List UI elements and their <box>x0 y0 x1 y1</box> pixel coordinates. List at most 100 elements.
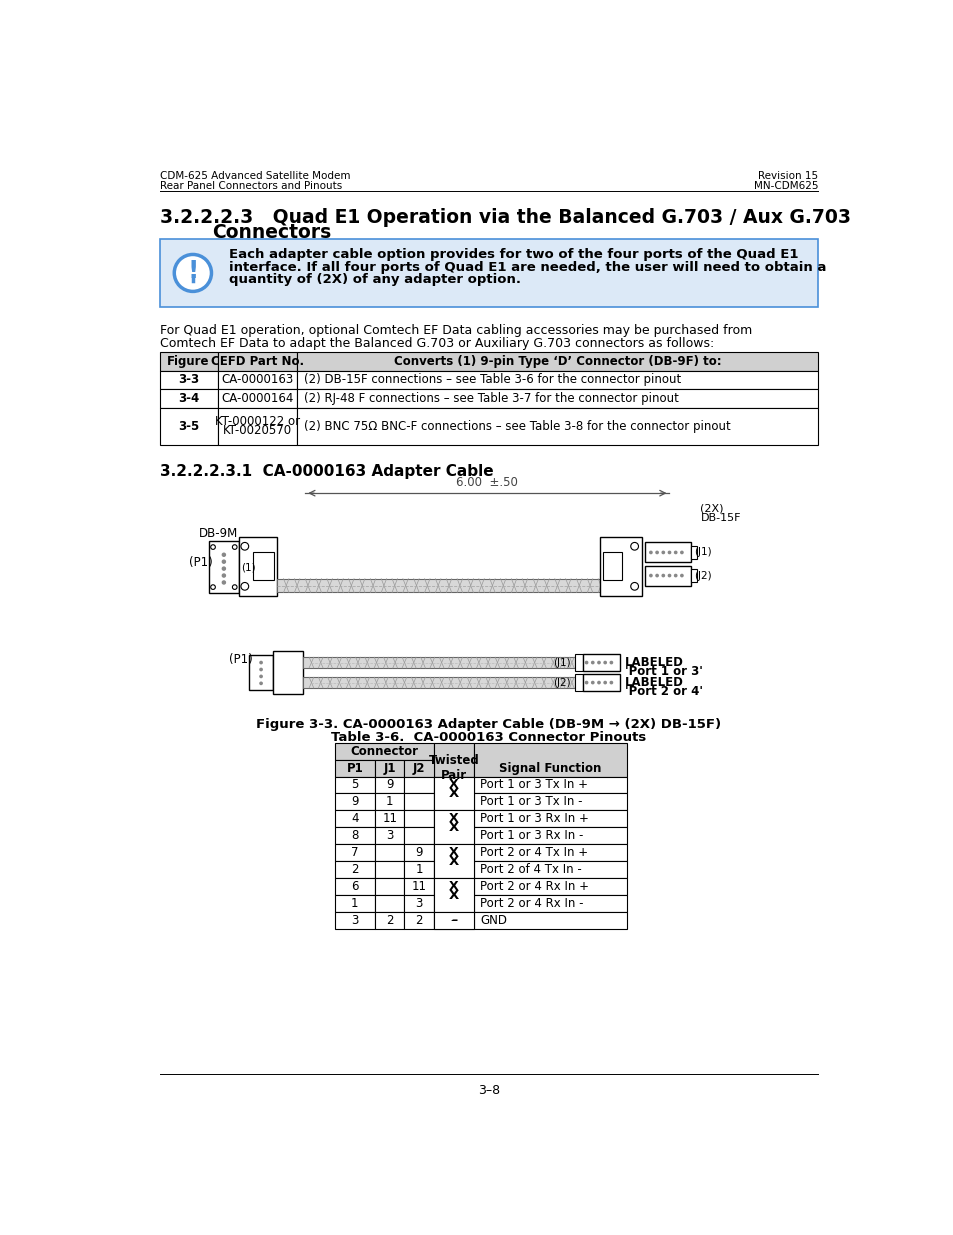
Bar <box>644 566 691 585</box>
Bar <box>303 677 576 688</box>
Bar <box>335 760 375 777</box>
Bar <box>335 793 375 810</box>
Bar <box>404 861 434 878</box>
Circle shape <box>591 662 594 663</box>
Circle shape <box>661 551 664 553</box>
Circle shape <box>233 585 236 589</box>
Circle shape <box>259 662 262 663</box>
Text: (2) DB-15F connections – see Table 3-6 for the connector pinout: (2) DB-15F connections – see Table 3-6 f… <box>303 373 680 387</box>
Circle shape <box>656 574 658 577</box>
Text: (2) RJ-48 F connections – see Table 3-7 for the connector pinout: (2) RJ-48 F connections – see Table 3-7 … <box>303 391 678 405</box>
Text: 9: 9 <box>415 846 422 860</box>
Text: –: – <box>451 914 456 927</box>
Circle shape <box>591 682 594 684</box>
Bar <box>335 827 375 845</box>
Bar <box>434 845 474 861</box>
Circle shape <box>603 662 606 663</box>
Bar <box>434 777 474 810</box>
Text: (J1): (J1) <box>694 547 711 557</box>
Bar <box>404 827 434 845</box>
Circle shape <box>222 580 225 584</box>
Circle shape <box>211 585 215 589</box>
Bar <box>691 546 697 559</box>
Bar <box>335 895 375 911</box>
Circle shape <box>241 542 249 550</box>
Text: 5: 5 <box>351 778 358 792</box>
Bar <box>404 810 434 827</box>
Bar <box>404 793 434 810</box>
Bar <box>375 827 404 845</box>
Bar <box>303 657 576 668</box>
Bar <box>599 537 641 595</box>
Bar <box>159 352 217 370</box>
Bar <box>434 742 474 777</box>
Circle shape <box>603 682 606 684</box>
Text: 3.2.2.2.3   Quad E1 Operation via the Balanced G.703 / Aux G.703: 3.2.2.2.3 Quad E1 Operation via the Bala… <box>159 209 850 227</box>
Bar <box>297 352 818 370</box>
Bar <box>375 911 404 929</box>
Text: Port 2 or 4 Tx In +: Port 2 or 4 Tx In + <box>480 846 588 860</box>
Bar <box>644 542 691 562</box>
Text: (2X): (2X) <box>700 504 723 514</box>
Text: GND: GND <box>480 914 507 927</box>
Bar <box>474 777 626 793</box>
Text: DB-9M: DB-9M <box>199 527 238 540</box>
Bar <box>434 861 474 878</box>
Bar <box>249 655 274 690</box>
Text: 9: 9 <box>351 795 358 809</box>
Bar <box>404 911 434 929</box>
Text: Port 1 or 3 Rx In +: Port 1 or 3 Rx In + <box>480 813 589 825</box>
Circle shape <box>585 682 587 684</box>
Circle shape <box>649 551 652 553</box>
Bar <box>404 845 434 861</box>
Bar <box>434 810 474 827</box>
Bar <box>238 537 277 595</box>
Bar <box>404 777 434 793</box>
Text: Connector: Connector <box>350 745 417 757</box>
Text: 3-4: 3-4 <box>178 391 199 405</box>
Bar <box>297 408 818 445</box>
Bar <box>474 895 626 911</box>
Text: For Quad E1 operation, optional Comtech EF Data cabling accessories may be purch: For Quad E1 operation, optional Comtech … <box>159 324 751 337</box>
Bar <box>434 878 474 911</box>
Text: 3: 3 <box>386 830 393 842</box>
Text: Twisted
Pair: Twisted Pair <box>428 755 479 782</box>
Text: (P1): (P1) <box>189 556 213 569</box>
Text: X: X <box>449 855 458 868</box>
Text: 8: 8 <box>351 830 358 842</box>
Text: Port 2 or 4 Rx In +: Port 2 or 4 Rx In + <box>480 881 589 893</box>
Circle shape <box>674 574 676 577</box>
Text: Converts (1) 9-pin Type ‘D’ Connector (DB-9F) to:: Converts (1) 9-pin Type ‘D’ Connector (D… <box>394 354 721 368</box>
Text: (J2): (J2) <box>694 571 711 580</box>
Circle shape <box>674 551 676 553</box>
Circle shape <box>174 254 212 291</box>
Bar <box>375 878 404 895</box>
Bar <box>159 408 217 445</box>
Text: CDM-625 Advanced Satellite Modem: CDM-625 Advanced Satellite Modem <box>159 172 350 182</box>
Circle shape <box>222 561 225 563</box>
Text: Figure 3-3. CA-0000163 Adapter Cable (DB-9M → (2X) DB-15F): Figure 3-3. CA-0000163 Adapter Cable (DB… <box>256 718 720 731</box>
Text: X: X <box>449 889 458 902</box>
Text: 6: 6 <box>351 881 358 893</box>
Text: LABELED: LABELED <box>624 676 682 689</box>
Text: X: X <box>449 813 458 825</box>
Text: Port 2 or 4 Rx In -: Port 2 or 4 Rx In - <box>480 897 583 910</box>
Text: 3–8: 3–8 <box>477 1084 499 1097</box>
Text: Connectors: Connectors <box>212 222 331 242</box>
Bar <box>404 760 434 777</box>
Bar <box>375 777 404 793</box>
Text: 11: 11 <box>382 813 396 825</box>
Text: J1: J1 <box>383 762 395 774</box>
Bar <box>474 878 626 895</box>
Bar <box>335 777 375 793</box>
Circle shape <box>680 551 682 553</box>
Circle shape <box>680 574 682 577</box>
Bar <box>434 845 474 878</box>
Bar <box>335 911 375 929</box>
Bar <box>575 674 582 692</box>
Bar <box>434 895 474 911</box>
Circle shape <box>585 662 587 663</box>
Text: 1: 1 <box>351 897 358 910</box>
Text: 2: 2 <box>415 914 422 927</box>
Circle shape <box>211 545 215 550</box>
